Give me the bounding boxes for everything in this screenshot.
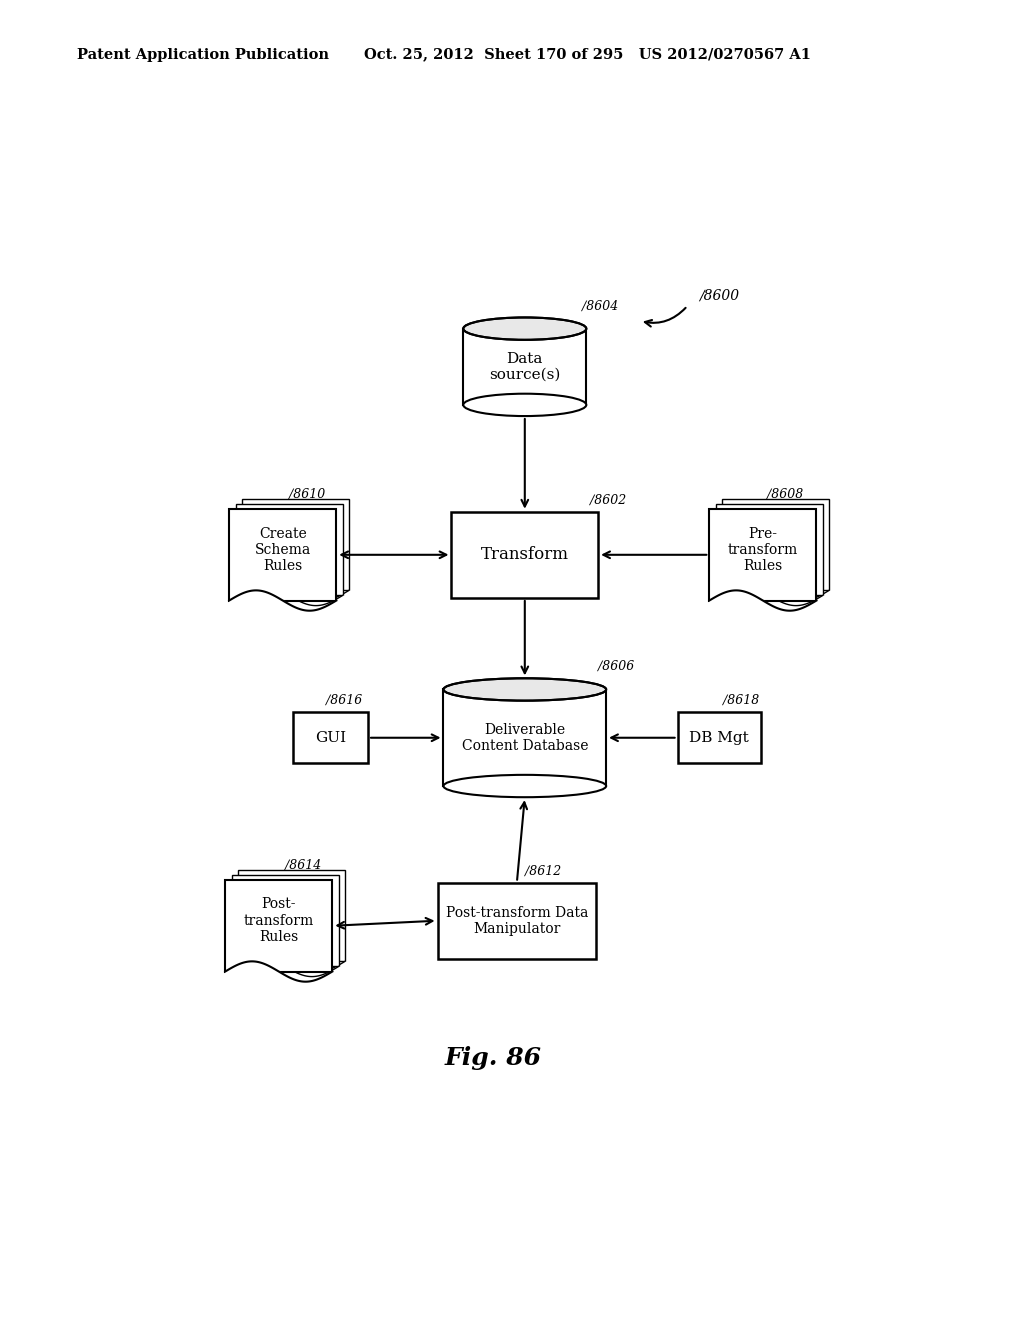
- Bar: [437, 883, 596, 958]
- Bar: [293, 713, 368, 763]
- Text: ∕8602: ∕8602: [590, 494, 627, 507]
- Text: Fig. 86: Fig. 86: [444, 1045, 542, 1071]
- Bar: [716, 504, 823, 595]
- Ellipse shape: [463, 393, 587, 416]
- Text: Post-
transform
Rules: Post- transform Rules: [244, 898, 314, 944]
- Ellipse shape: [443, 775, 606, 797]
- Text: ∕8618: ∕8618: [723, 694, 760, 708]
- Text: ∕8616: ∕8616: [327, 694, 362, 708]
- Bar: [225, 880, 333, 972]
- Bar: [229, 510, 336, 601]
- Text: ∕8608: ∕8608: [767, 488, 803, 500]
- Bar: [236, 504, 343, 595]
- Ellipse shape: [463, 318, 587, 339]
- Bar: [722, 499, 829, 590]
- Bar: [710, 510, 816, 601]
- Ellipse shape: [443, 678, 606, 701]
- Bar: [678, 713, 761, 763]
- Text: ∕8614: ∕8614: [285, 859, 322, 873]
- Text: Oct. 25, 2012  Sheet 170 of 295   US 2012/0270567 A1: Oct. 25, 2012 Sheet 170 of 295 US 2012/0…: [364, 48, 811, 62]
- Text: Pre-
transform
Rules: Pre- transform Rules: [728, 527, 798, 573]
- Bar: [463, 329, 587, 405]
- Text: Deliverable
Content Database: Deliverable Content Database: [462, 722, 588, 752]
- Bar: [238, 870, 345, 961]
- Text: Patent Application Publication: Patent Application Publication: [77, 48, 329, 62]
- Text: Create
Schema
Rules: Create Schema Rules: [255, 527, 311, 573]
- Text: DB Mgt: DB Mgt: [689, 731, 750, 744]
- Text: ∕8606: ∕8606: [598, 660, 635, 673]
- Text: Post-transform Data
Manipulator: Post-transform Data Manipulator: [445, 906, 588, 936]
- Text: Data
source(s): Data source(s): [489, 351, 560, 381]
- Text: ∕8612: ∕8612: [524, 865, 561, 878]
- Text: ∕8600: ∕8600: [699, 289, 739, 302]
- Bar: [443, 689, 606, 785]
- Text: Transform: Transform: [481, 546, 568, 564]
- Ellipse shape: [463, 318, 587, 339]
- Bar: [231, 875, 339, 966]
- Text: GUI: GUI: [314, 731, 346, 744]
- Text: ∕8610: ∕8610: [289, 488, 326, 500]
- Text: ∕8604: ∕8604: [583, 300, 618, 313]
- Bar: [452, 512, 598, 598]
- Bar: [242, 499, 349, 590]
- Ellipse shape: [443, 678, 606, 701]
